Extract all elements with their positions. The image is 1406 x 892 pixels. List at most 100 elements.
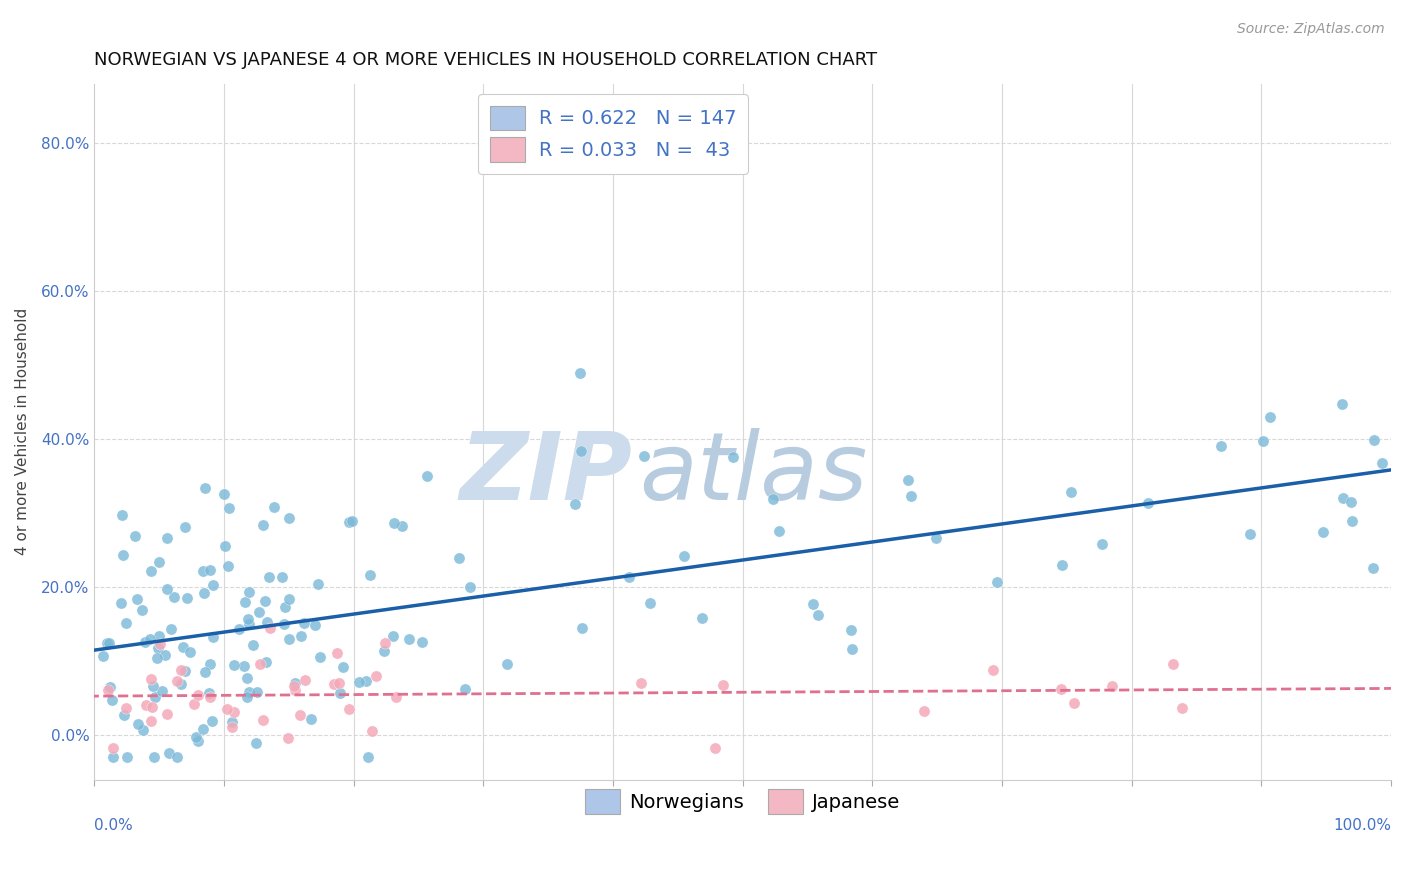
Point [193,564,215,578]
Point [274,599,297,614]
Point [672,549,695,564]
Point [139,672,162,686]
Point [150,683,173,698]
Point [458,580,481,594]
Point [247,605,270,619]
Point [217,558,239,573]
Point [149,638,172,652]
Point [115,701,138,715]
Point [101,741,124,756]
Point [633,450,655,464]
Point [157,747,180,761]
Point [238,584,260,599]
Point [191,722,214,736]
Point [97,683,120,698]
Point [115,750,138,764]
Point [925,531,948,545]
Point [156,707,179,722]
Point [148,555,170,569]
Point [263,500,285,514]
Point [221,720,243,734]
Point [224,657,246,672]
Text: ZIP: ZIP [460,427,633,520]
Point [337,516,360,530]
Point [214,539,236,553]
Point [278,511,301,525]
Point [278,632,301,647]
Point [1331,491,1354,505]
Point [495,657,517,671]
Point [1101,679,1123,693]
Point [398,632,420,646]
Point [194,481,217,495]
Point [139,714,162,728]
Point [617,570,640,584]
Point [307,577,329,591]
Point [564,497,586,511]
Point [236,690,259,704]
Point [194,665,217,680]
Text: NORWEGIAN VS JAPANESE 4 OR MORE VEHICLES IN HOUSEHOLD CORRELATION CHART: NORWEGIAN VS JAPANESE 4 OR MORE VEHICLES… [94,51,877,69]
Point [238,617,260,632]
Point [252,518,274,533]
Point [201,714,224,728]
Point [253,593,276,607]
Point [807,607,830,622]
Point [112,707,135,722]
Point [447,551,470,566]
Point [156,531,179,545]
Point [124,529,146,543]
Text: 100.0%: 100.0% [1333,818,1391,833]
Point [900,489,922,503]
Point [912,704,935,718]
Point [347,674,370,689]
Point [218,501,240,516]
Point [201,578,224,592]
Point [156,582,179,596]
Point [411,634,433,648]
Point [283,679,305,693]
Point [839,624,862,638]
Point [288,707,311,722]
Point [246,685,269,699]
Point [145,690,167,705]
Point [125,592,148,607]
Point [252,713,274,727]
Point [342,514,364,528]
Point [1312,524,1334,539]
Text: Source: ZipAtlas.com: Source: ZipAtlas.com [1237,22,1385,37]
Point [329,686,352,700]
Point [294,673,316,688]
Point [142,679,165,693]
Point [198,686,221,700]
Point [284,683,307,698]
Point [1239,527,1261,541]
Point [1330,396,1353,410]
Point [309,649,332,664]
Point [326,646,349,660]
Point [359,568,381,582]
Point [166,750,188,764]
Point [193,586,215,600]
Point [323,676,346,690]
Point [1137,495,1160,509]
Point [271,570,294,584]
Point [337,701,360,715]
Text: atlas: atlas [638,428,868,519]
Point [385,690,408,704]
Point [101,693,124,707]
Point [141,565,163,579]
Point [201,630,224,644]
Point [238,612,260,626]
Point [1063,696,1085,710]
Point [1050,558,1073,573]
Point [96,636,118,650]
Point [101,750,124,764]
Point [259,621,281,635]
Point [703,740,725,755]
Point [630,676,652,690]
Point [299,712,322,726]
Point [249,657,271,671]
Point [1171,700,1194,714]
Point [721,450,744,464]
